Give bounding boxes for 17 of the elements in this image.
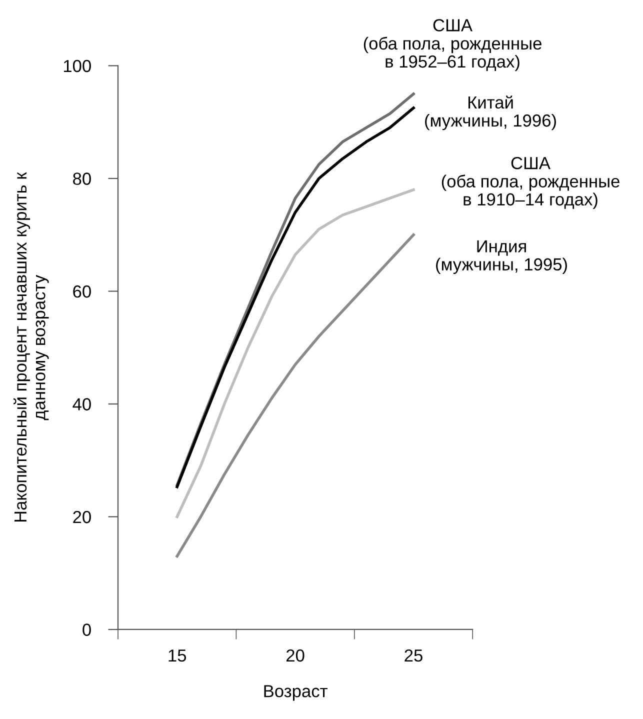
y-tick-label: 60 xyxy=(73,285,91,298)
y-axis-title: Накопительный процент начавших курить к данному возрасту xyxy=(14,172,49,522)
series-label: Индия (мужчины, 1995) xyxy=(436,240,567,274)
line-series xyxy=(176,188,415,518)
line-series xyxy=(176,233,415,558)
x-tick-label: 15 xyxy=(168,650,186,662)
series-label: Китай (мужчины, 1996) xyxy=(425,96,556,130)
x-axis-title: Возраст xyxy=(264,685,328,701)
x-tick-label: 25 xyxy=(404,649,422,662)
y-tick-label: 100 xyxy=(64,60,91,72)
text: США (оба пола, рожденные в 1952–61 годах) xyxy=(364,19,542,72)
y-tick-label: 80 xyxy=(73,172,91,185)
x-tick-label: 20 xyxy=(286,649,304,662)
y-tick-label: 20 xyxy=(73,510,91,524)
series-label: США (оба пола, рожденные в 1910–14 годах) xyxy=(442,156,620,209)
y-tick-label: 0 xyxy=(82,624,91,636)
y-tick-label: 40 xyxy=(72,398,91,410)
